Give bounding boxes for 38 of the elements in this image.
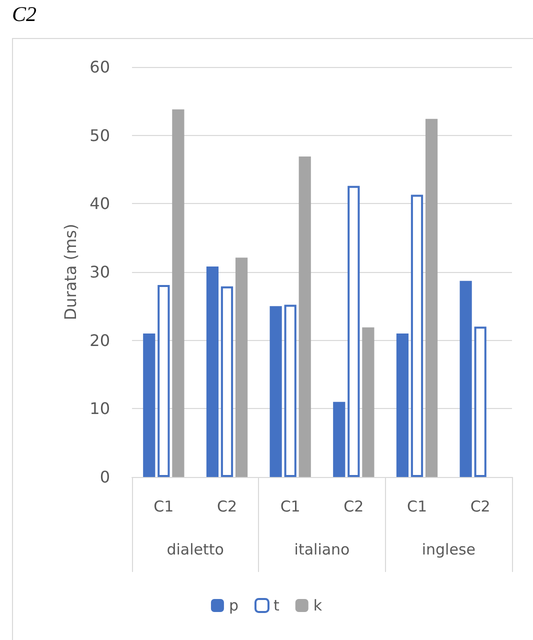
y-tick-label: 50 [90,126,110,145]
bar [206,266,219,477]
bar [298,156,311,477]
bar [396,334,409,477]
bar [235,258,248,477]
legend-label: p [228,596,238,614]
bar [474,326,486,477]
y-tick-label: 20 [90,330,110,350]
bar [172,109,184,477]
y-axis-title: Durata (ms) [61,224,80,320]
text: dialetto [166,540,224,558]
bar [143,334,156,477]
bar [284,304,296,477]
y-tick-label: 60 [90,58,110,76]
text: inglese [422,540,476,558]
bar [333,402,346,477]
legend-label: k [313,596,322,614]
chart-title: C2 [12,2,37,27]
y-tick-label: 0 [100,468,110,486]
legend-label: t [273,596,280,614]
x-tick-label: C1 [280,498,300,516]
y-tick-label: 30 [90,262,110,282]
x-tick-label: C2 [344,498,364,516]
bar [270,306,282,477]
x-tick-label: C2 [470,498,490,516]
bar [362,327,374,477]
x-tick-label: C2 [216,498,238,516]
bar [220,286,234,477]
bar [410,194,424,477]
x-tick-label: C1 [406,498,428,516]
x-tick-label: C1 [154,498,174,516]
y-tick-label: 40 [90,194,110,214]
bar [460,280,472,477]
y-tick-label: 10 [90,399,110,418]
text: italiano [294,540,350,558]
bar [348,186,360,477]
bar [158,284,170,477]
bar [425,118,438,477]
